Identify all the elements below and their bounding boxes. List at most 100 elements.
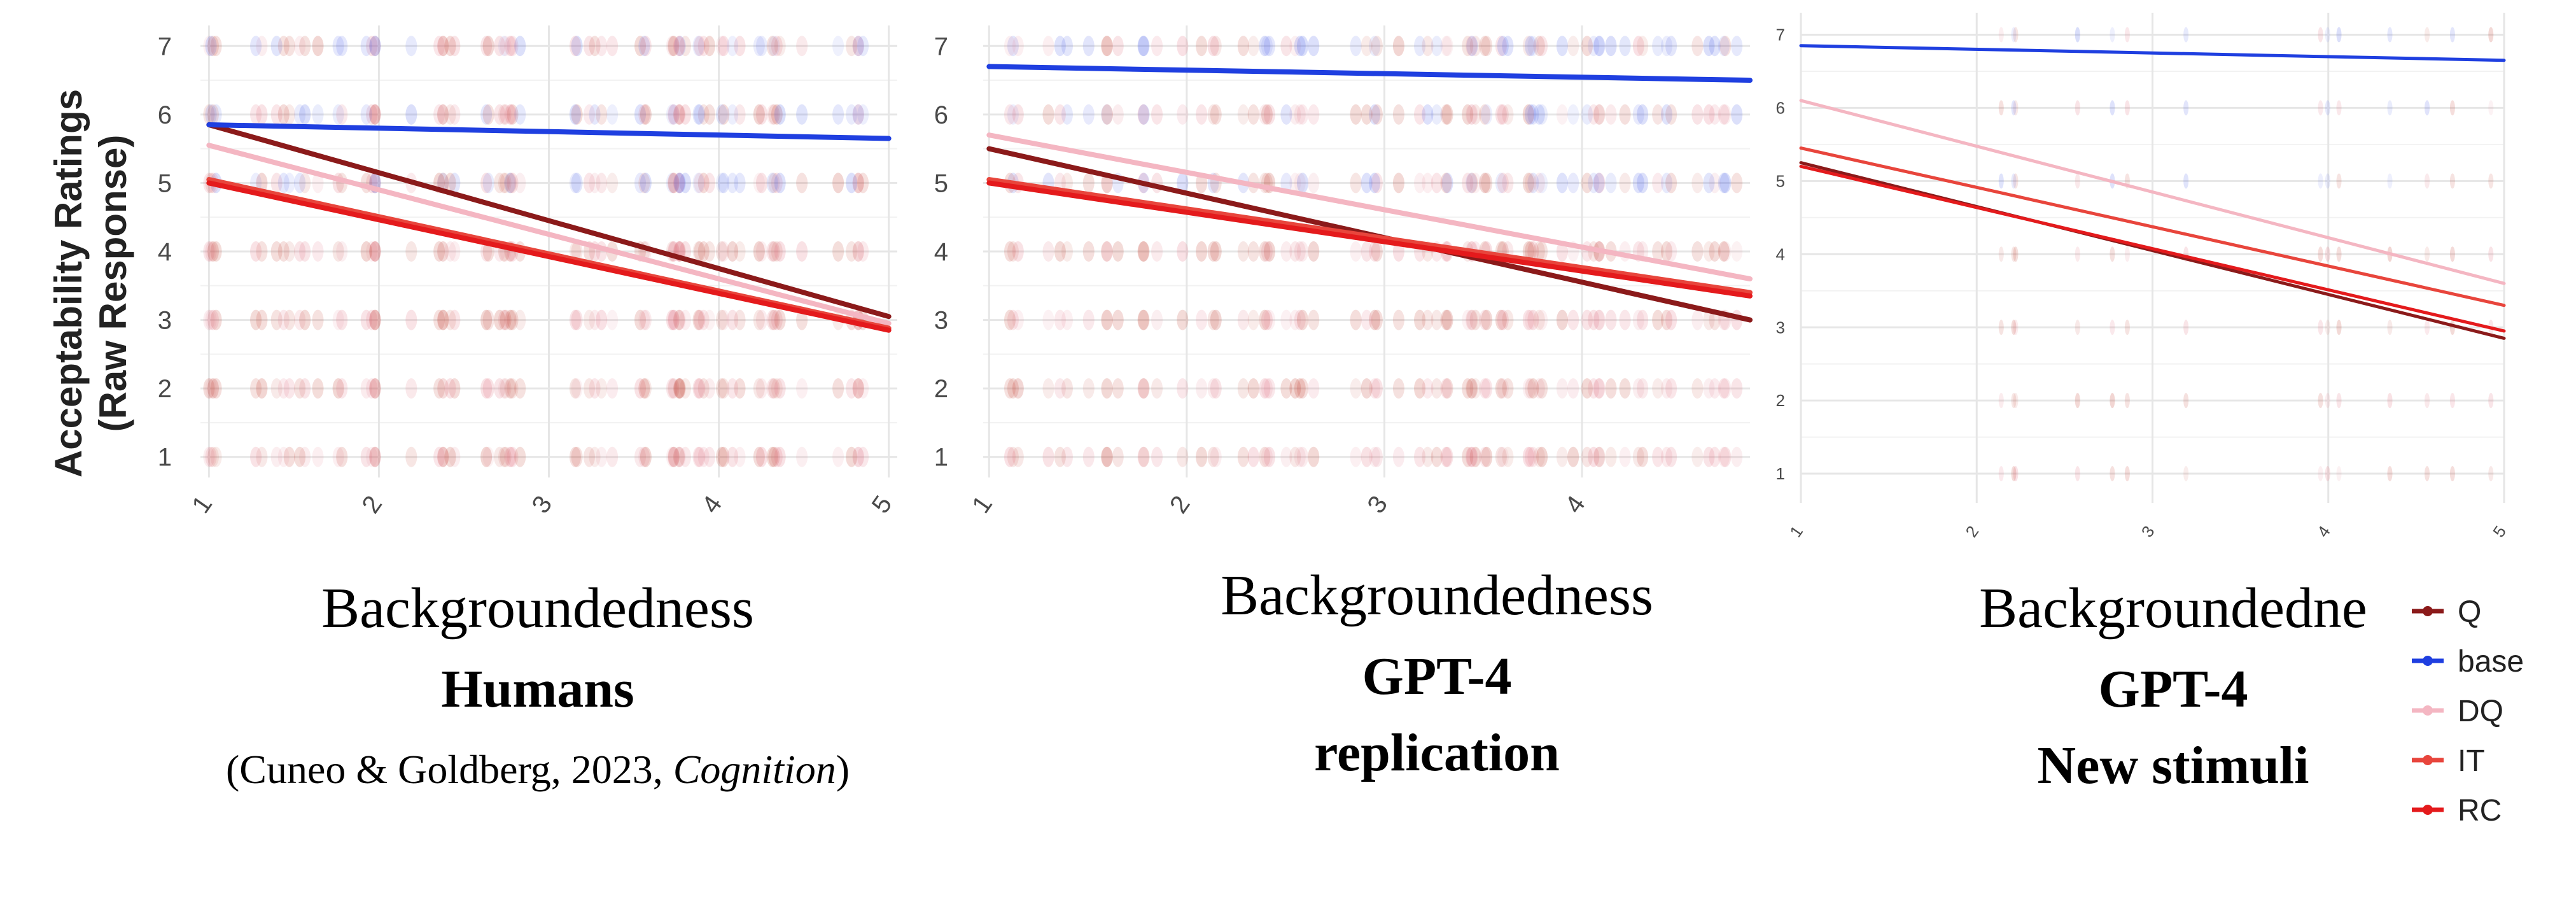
point [1004,241,1016,262]
point [444,173,456,194]
point [1112,36,1124,57]
point [312,378,324,399]
panel1-caption2: replication [1314,723,1560,782]
point [1440,309,1452,330]
point [668,309,680,330]
point [1709,173,1721,194]
point [336,446,348,467]
point [1082,378,1095,399]
point [437,309,449,330]
point [514,446,526,467]
point [1466,36,1478,57]
point [1495,446,1507,467]
point [369,36,381,57]
point [332,36,344,57]
point [1259,241,1271,262]
point [1661,241,1673,262]
point [1042,378,1054,399]
point [1497,36,1509,57]
point [832,173,844,194]
point [1350,309,1362,330]
point [500,173,512,194]
point [250,309,262,330]
point [256,104,268,125]
point [1004,309,1016,330]
y-tick-label: 6 [158,101,172,129]
point [1259,104,1271,125]
point [433,309,445,330]
x-tick-label: 4 [2313,522,2334,540]
point [2449,27,2455,43]
point [1588,309,1600,330]
point [449,104,461,125]
point [755,309,767,330]
point [668,446,680,467]
point [2011,320,2017,335]
point [2124,27,2130,43]
point [1998,466,2004,482]
y-axis-title-line2: (Raw Response) [92,135,134,432]
point [697,173,710,194]
point [668,104,680,125]
point [674,104,686,125]
point [1593,446,1605,467]
point [369,309,381,330]
x-tick-label: 1 [967,491,998,518]
point [405,241,417,262]
panel0-caption: Humans [441,660,634,719]
point [1042,104,1054,125]
point [753,104,765,125]
x-tick-label: 4 [697,491,728,518]
point [449,241,461,262]
point [571,241,583,262]
point [716,104,728,125]
point [256,378,268,399]
point [1061,36,1073,57]
point [250,378,262,399]
point [1718,173,1730,194]
point [514,173,526,194]
point [766,309,778,330]
point [1280,309,1292,330]
point [673,309,685,330]
point [668,378,680,399]
point [1527,378,1539,399]
point [437,36,449,57]
trend-line-base [206,122,892,141]
point [1422,446,1434,467]
point [449,378,461,399]
point [857,104,869,125]
point [846,104,858,125]
point [1361,173,1373,194]
point [1414,36,1426,57]
point [1296,309,1308,330]
y-tick-label: 2 [934,375,948,403]
y-tick-label: 3 [1776,318,1785,337]
point [1414,173,1426,194]
point [1502,446,1514,467]
point [205,36,217,57]
point [1731,173,1743,194]
point [1462,309,1474,330]
point [1497,104,1509,125]
point [1652,446,1664,467]
point [796,241,808,262]
point [697,241,710,262]
point [277,104,290,125]
point [1196,36,1208,57]
point [727,241,739,262]
point [250,36,262,57]
point [796,173,808,194]
point [1369,173,1381,194]
x-tick-label: 1 [1786,522,1807,540]
point [449,173,461,194]
point [1392,36,1404,57]
point [583,36,595,57]
point [2110,393,2115,409]
point [832,36,844,57]
point [1527,241,1539,262]
point [1259,446,1271,467]
point [1605,36,1617,57]
point [2425,466,2430,482]
